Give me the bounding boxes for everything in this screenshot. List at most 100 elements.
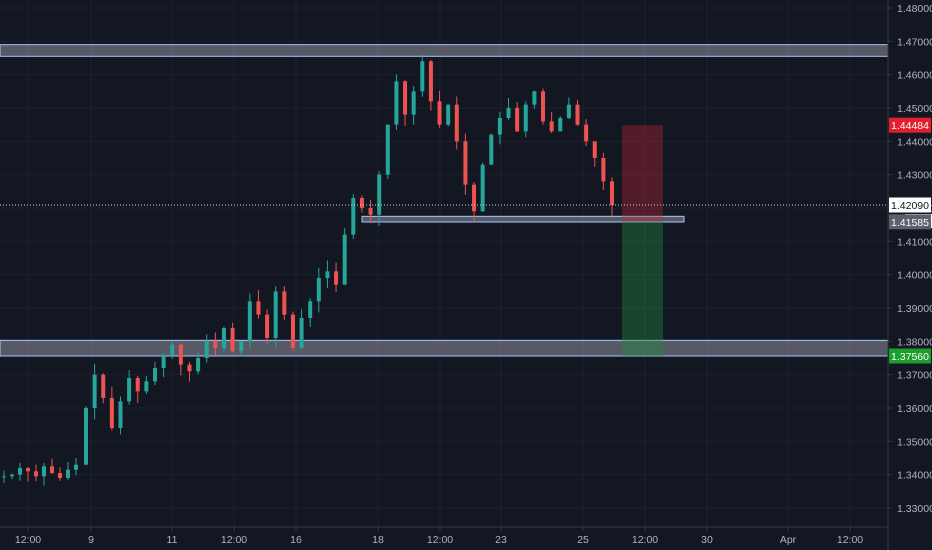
x-tick-label: 30 <box>701 534 713 546</box>
position-tool[interactable] <box>622 125 663 356</box>
take-profit-tag: 1.37560 <box>891 351 929 363</box>
candle-body <box>299 318 304 348</box>
candle-body <box>84 408 88 465</box>
x-tick-label: 12:00 <box>837 534 863 546</box>
candle-body <box>239 341 244 352</box>
candle-body <box>454 104 459 142</box>
take-profit-tag-bg <box>889 348 931 364</box>
candle-body <box>610 181 614 205</box>
candle-body <box>127 378 132 402</box>
x-tick-label: 23 <box>495 534 507 546</box>
take-profit-box <box>622 222 663 356</box>
candle-body <box>308 301 313 318</box>
candle-body <box>515 108 520 132</box>
candle-body <box>282 291 287 315</box>
candle-body <box>334 271 339 285</box>
candle-body <box>187 364 192 372</box>
stop-loss-box <box>622 125 663 222</box>
candle-body <box>18 468 22 475</box>
zone-entry-zone <box>361 215 685 223</box>
candle-body <box>437 101 442 125</box>
candle-body <box>230 328 235 352</box>
candle-body <box>74 464 78 470</box>
y-tick-label: 1.39000 <box>897 303 932 315</box>
candle-body <box>394 81 399 125</box>
candle-body <box>178 344 183 365</box>
candle-body <box>472 184 477 212</box>
candle-body <box>325 271 330 278</box>
candle-body <box>351 198 356 235</box>
zone-support-zone <box>0 339 889 357</box>
candle-body <box>575 104 580 125</box>
x-tick-label: 25 <box>577 534 589 546</box>
zones <box>0 44 889 357</box>
y-tick-label: 1.36000 <box>897 403 932 415</box>
last-price-tag-bg <box>889 197 931 213</box>
x-tick-label: 12:00 <box>15 534 41 546</box>
candle-body <box>463 141 468 185</box>
candle-body <box>273 291 278 338</box>
candle-body <box>204 341 209 358</box>
x-tick-label: Apr <box>780 534 797 546</box>
candle-body <box>368 208 373 215</box>
candle-body <box>428 61 433 102</box>
candle-body <box>170 344 175 355</box>
candle-body <box>221 328 226 348</box>
y-tick-label: 1.40000 <box>897 270 932 282</box>
candle-body <box>135 378 140 392</box>
candle-body <box>118 401 123 428</box>
candle-body <box>566 104 571 118</box>
candle-body <box>489 134 494 165</box>
candle-body <box>161 354 166 368</box>
candle-body <box>92 374 97 408</box>
candle-body <box>58 473 62 478</box>
y-tick-label: 1.35000 <box>897 436 932 448</box>
y-tick-label: 1.37000 <box>897 370 932 382</box>
y-tick-label: 1.43000 <box>897 170 932 182</box>
candle-body <box>265 314 270 338</box>
candle-body <box>420 61 425 92</box>
candle-body <box>549 121 554 132</box>
candle-body <box>152 368 157 382</box>
candle-body <box>256 301 261 315</box>
candle-body <box>50 466 54 473</box>
candle-body <box>290 314 295 348</box>
y-tick-label: 1.34000 <box>897 470 932 482</box>
entry-tag: 1.41585 <box>891 217 929 229</box>
candle-body <box>592 141 597 158</box>
x-tick-label: 18 <box>372 534 384 546</box>
candle-body <box>523 104 528 132</box>
stop-loss-tag: 1.44484 <box>891 120 929 132</box>
candle-body <box>377 174 382 215</box>
candle-body <box>316 278 321 302</box>
candle-body <box>109 398 114 428</box>
candle-body <box>10 474 14 477</box>
candle-body <box>2 476 6 478</box>
candles <box>2 54 614 486</box>
y-tick-label: 1.44000 <box>897 136 932 148</box>
x-tick-label: 16 <box>290 534 302 546</box>
candle-body <box>213 341 218 348</box>
candle-body <box>480 164 485 212</box>
y-tick-label: 1.46000 <box>897 70 932 82</box>
y-tick-label: 1.45000 <box>897 103 932 115</box>
entry-tag-bg <box>889 214 931 230</box>
x-tick-label: 11 <box>167 534 178 546</box>
candle-body <box>342 234 347 285</box>
y-tick-label: 1.38000 <box>897 336 932 348</box>
candle-body <box>601 158 606 182</box>
candle-body <box>144 381 149 392</box>
zone-resistance-zone <box>0 44 889 57</box>
candle-body <box>584 124 589 142</box>
candle-body <box>385 124 390 175</box>
last-price-tag: 1.42090 <box>891 200 929 212</box>
candle-body <box>101 374 106 398</box>
candle-body <box>541 91 546 122</box>
candle-body <box>359 198 364 208</box>
stop-loss-tag-bg <box>889 117 931 133</box>
candle-body <box>532 91 537 105</box>
candle-body <box>42 466 46 477</box>
grid <box>0 0 888 527</box>
